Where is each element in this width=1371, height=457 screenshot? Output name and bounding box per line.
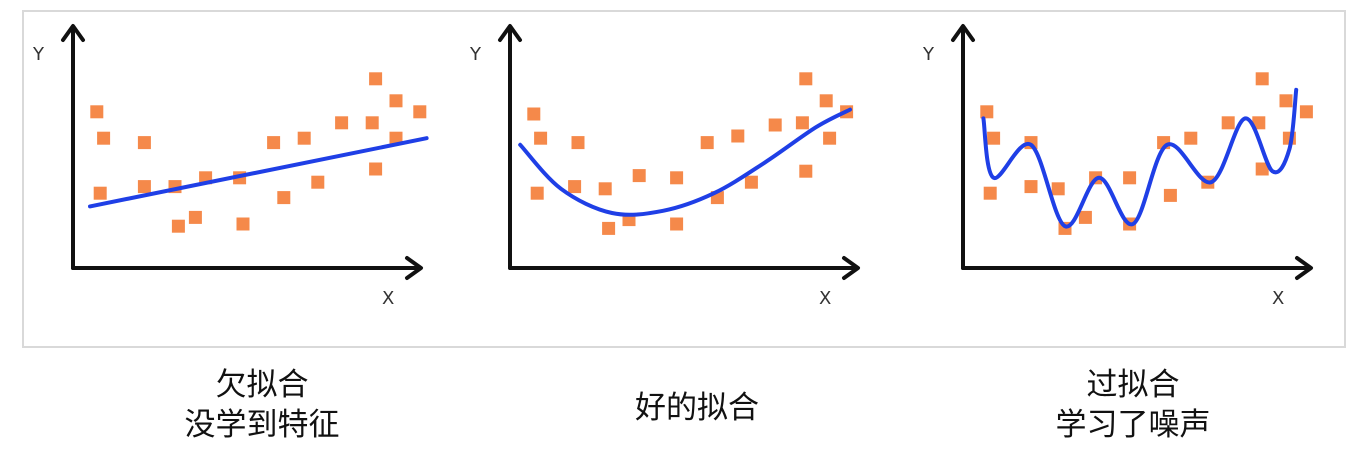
data-point [527, 107, 541, 121]
data-point [311, 175, 325, 189]
data-point [1163, 188, 1177, 202]
caption-underfitting: 欠拟合 没学到特征 [82, 365, 442, 445]
x-axis-arrow [405, 256, 423, 280]
data-point [1024, 180, 1038, 194]
y-axis-arrow [951, 24, 975, 42]
chart-overfitting: YX [922, 24, 1313, 309]
fit-curve [981, 87, 1299, 229]
data-point [598, 182, 612, 196]
data-point [670, 171, 684, 185]
data-point [1221, 116, 1235, 130]
caption-underfitting-line1: 欠拟合 [215, 367, 309, 403]
data-point [1279, 94, 1293, 108]
data-point [983, 186, 997, 200]
x-axis-label: X [382, 288, 394, 309]
data-point [1255, 162, 1269, 176]
data-point [137, 180, 151, 194]
data-point [602, 221, 616, 235]
y-axis-arrow [498, 24, 522, 42]
data-point [1184, 131, 1198, 145]
data-point [277, 191, 291, 205]
data-point [93, 186, 107, 200]
data-point [571, 136, 585, 150]
y-axis-label: Y [32, 44, 45, 65]
data-point [236, 217, 250, 231]
data-point [1252, 116, 1266, 130]
chart-good-fit: YX [469, 24, 860, 309]
data-point [534, 131, 548, 145]
y-axis-arrow [61, 24, 85, 42]
caption-overfitting-line2: 学习了噪声 [1055, 407, 1211, 443]
data-point [1078, 210, 1092, 224]
data-point [137, 136, 151, 150]
x-axis-arrow [1295, 256, 1313, 280]
data-point [1123, 171, 1137, 185]
caption-overfitting: 过拟合 学习了噪声 [953, 365, 1313, 445]
chart-underfitting: YX [32, 24, 429, 309]
x-axis-arrow [842, 256, 860, 280]
data-point [568, 180, 582, 194]
data-point [188, 210, 202, 224]
data-point [297, 131, 311, 145]
data-point [819, 94, 833, 108]
data-point [823, 131, 837, 145]
data-point [799, 164, 813, 178]
data-point [171, 219, 185, 233]
data-point [369, 162, 383, 176]
data-point [389, 131, 403, 145]
data-point [335, 116, 349, 130]
caption-good-fit: 好的拟合 [517, 388, 877, 428]
data-point [744, 175, 758, 189]
caption-overfitting-line1: 过拟合 [1086, 367, 1180, 403]
data-point [731, 129, 745, 143]
data-point [768, 118, 782, 132]
fit-curve [88, 136, 429, 209]
data-point [413, 105, 427, 119]
data-point [799, 72, 813, 86]
caption-good-fit-line1: 好的拟合 [635, 390, 759, 426]
data-point [1051, 182, 1065, 196]
data-point [1255, 72, 1269, 86]
caption-underfitting-line2: 没学到特征 [184, 407, 340, 443]
data-point [795, 116, 809, 130]
data-point [369, 72, 383, 86]
data-point [980, 105, 994, 119]
data-point [670, 217, 684, 231]
x-axis-label: X [819, 288, 831, 309]
data-point [700, 136, 714, 150]
y-axis-label: Y [469, 44, 482, 65]
data-point [365, 116, 379, 130]
data-point [987, 131, 1001, 145]
data-point [267, 136, 281, 150]
data-point [90, 105, 104, 119]
data-point [1299, 105, 1313, 119]
x-axis-label: X [1272, 288, 1284, 309]
data-point [97, 131, 111, 145]
data-point [530, 186, 544, 200]
data-point [389, 94, 403, 108]
data-point [632, 169, 646, 183]
y-axis-label: Y [922, 44, 935, 65]
fit-curve [518, 107, 852, 217]
